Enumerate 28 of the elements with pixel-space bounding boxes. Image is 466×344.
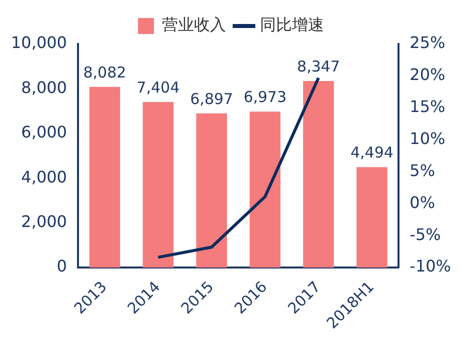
data-label: 6,897 <box>190 90 234 108</box>
legend-label: 同比增速 <box>260 15 324 34</box>
y2-tick-label: 0% <box>410 192 436 212</box>
y-tick-label: 2,000 <box>21 212 67 231</box>
y2-tick-label: 15% <box>410 97 446 116</box>
bar <box>303 80 334 268</box>
data-label: 4,494 <box>350 143 394 162</box>
y-tick-label: 4,000 <box>21 167 67 186</box>
data-label: 8,347 <box>297 57 340 76</box>
y2-tick-label: -10% <box>410 256 452 276</box>
data-label: 8,082 <box>83 63 126 82</box>
y2-tick-label: 20% <box>410 65 446 84</box>
data-label: 6,973 <box>244 88 287 106</box>
y2-tick-label: 5% <box>410 160 436 180</box>
y-tick-label: 8,000 <box>21 78 67 97</box>
y-tick-label: 0 <box>56 256 67 276</box>
y-tick-label: 6,000 <box>21 122 67 142</box>
bar <box>142 102 174 268</box>
y2-tick-label: 10% <box>410 128 446 148</box>
bar <box>89 86 120 268</box>
bar <box>356 167 388 268</box>
data-label: 7,404 <box>136 78 180 96</box>
legend-label: 营业收入 <box>162 15 226 34</box>
bar <box>196 113 227 268</box>
y2-tick-label: 25% <box>410 33 446 52</box>
y-tick-label: 10,000 <box>11 33 67 52</box>
bar <box>250 112 280 268</box>
y2-tick-label: -5% <box>410 224 441 244</box>
